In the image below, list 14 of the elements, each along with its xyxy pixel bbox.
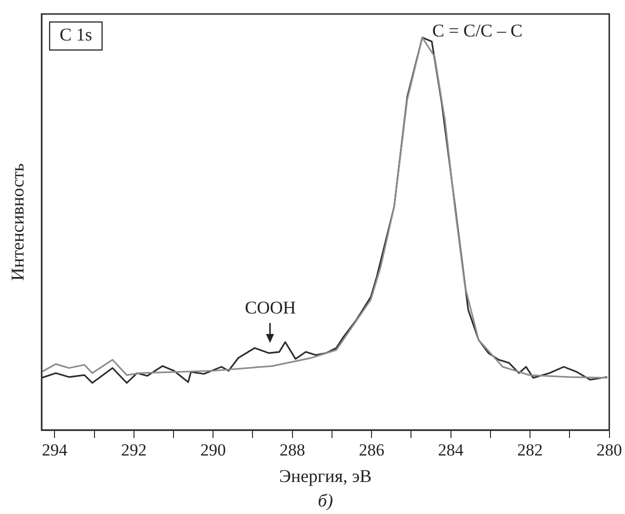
text: б): [318, 490, 333, 511]
x-tick-label: 284: [438, 440, 464, 460]
x-tick-label: 282: [517, 440, 543, 460]
x-tick-label: 294: [42, 440, 68, 460]
x-axis-title: Энергия, эВ: [279, 466, 372, 486]
x-tick-label: 292: [121, 440, 147, 460]
x-tick-label: 286: [358, 440, 384, 460]
x-tick-label: 290: [200, 440, 226, 460]
x-tick-label: 288: [280, 440, 306, 460]
y-axis-title: Интенсивность: [8, 163, 28, 281]
annotation: C = C/C – C: [432, 20, 522, 40]
x-tick-label: 280: [596, 440, 622, 460]
annotation: COOH: [244, 298, 296, 318]
chart-title: C 1s: [60, 24, 92, 45]
